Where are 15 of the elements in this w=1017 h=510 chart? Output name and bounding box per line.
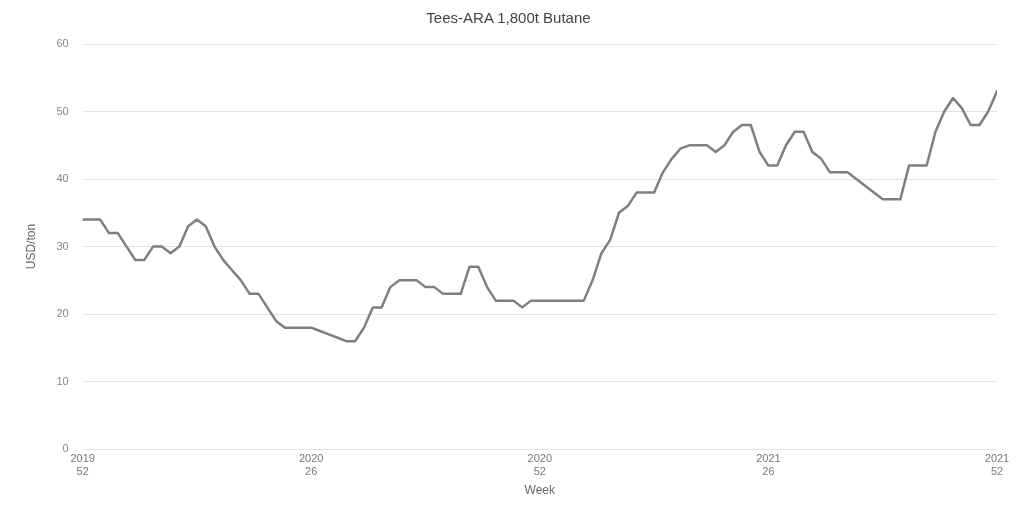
y-tick-label: 0 [62,442,69,455]
chart-title: Tees-ARA 1,800t Butane [426,9,591,27]
y-tick-label: 20 [56,307,69,320]
y-tick-label: 50 [56,104,69,117]
y-tick-label: 10 [56,374,69,387]
x-tick-label: 2021 26 [756,451,781,478]
y-tick-label: 40 [56,172,69,185]
x-tick-label: 2021 52 [984,451,1010,478]
x-tick-label: 2019 52 [70,451,95,478]
x-axis-title: Week [524,483,557,498]
x-tick-label: 2020 26 [298,451,324,478]
x-tick-label: 2020 52 [527,451,553,478]
y-tick-label: 60 [56,37,69,50]
y-axis-title: USD/ton [23,223,38,270]
y-tick-label: 30 [56,239,69,252]
